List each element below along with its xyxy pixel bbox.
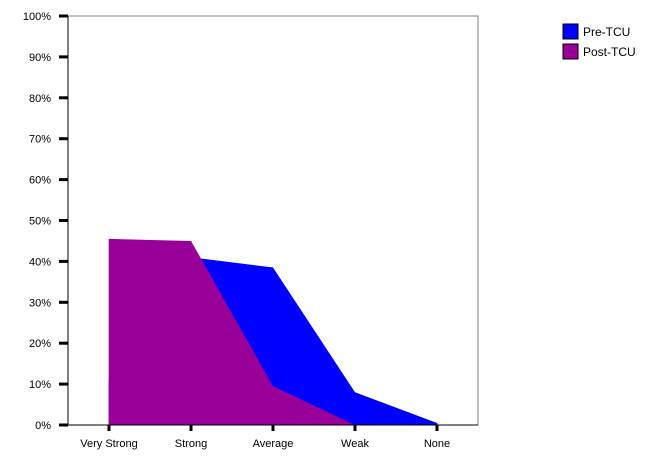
y-tick-label: 90% bbox=[29, 52, 51, 64]
x-tick-label: Average bbox=[253, 438, 294, 450]
legend-label: Pre-TCU bbox=[583, 25, 630, 39]
series-layer bbox=[108, 238, 438, 425]
axis-layer: 0% 10% 20% 30% 40% 50% 60% 70% 80% 90% 100% Very St… bbox=[23, 11, 478, 450]
x-tick-label: Strong bbox=[175, 438, 207, 450]
legend-item: Pre-TCU bbox=[562, 23, 630, 40]
legend-swatch bbox=[562, 43, 579, 60]
x-tick-label: Weak bbox=[341, 438, 369, 450]
y-tick-label: 80% bbox=[29, 93, 51, 105]
x-tick-label: Very Strong bbox=[80, 438, 137, 450]
y-tick-label: 20% bbox=[29, 338, 51, 350]
legend-item: Post-TCU bbox=[562, 43, 636, 60]
x-tick-label: None bbox=[424, 438, 450, 450]
y-tick-label: 50% bbox=[29, 216, 51, 228]
legend-swatch bbox=[562, 23, 579, 40]
legend: Pre-TCU Post-TCU bbox=[562, 23, 636, 60]
series-post-tcu bbox=[108, 238, 437, 425]
y-tick-label: 30% bbox=[29, 297, 51, 309]
y-tick-label: 60% bbox=[29, 175, 51, 187]
y-tick-label: 100% bbox=[23, 11, 51, 23]
y-tick-label: 10% bbox=[29, 379, 51, 391]
y-tick-label: 40% bbox=[29, 256, 51, 268]
legend-label: Post-TCU bbox=[583, 45, 636, 59]
y-tick-label: 0% bbox=[35, 420, 51, 432]
y-tick-label: 70% bbox=[29, 134, 51, 146]
